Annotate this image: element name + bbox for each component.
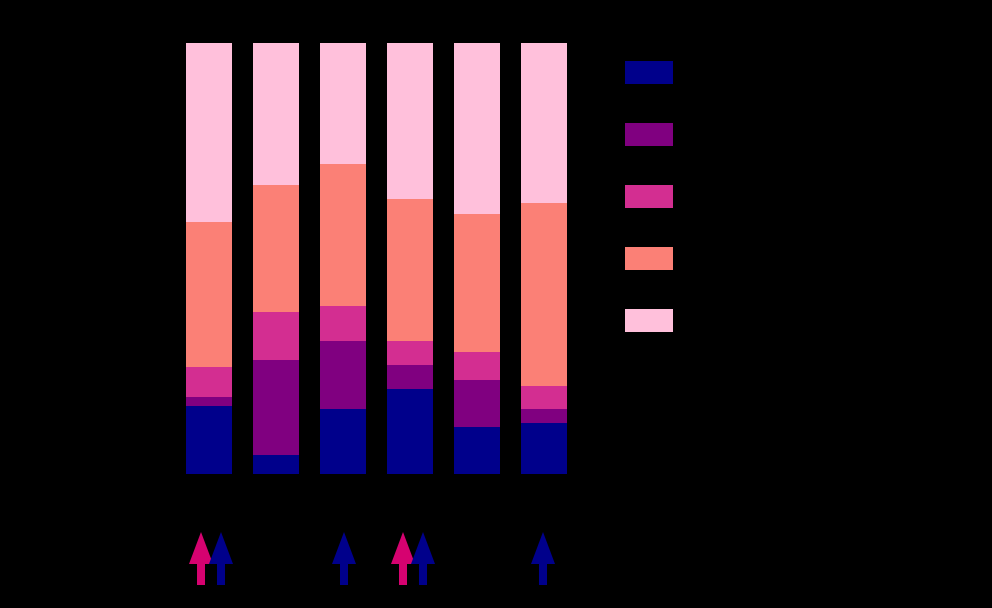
bar-2-purple-segment (253, 360, 299, 455)
bar-6 (521, 43, 567, 474)
bar-4-magenta-segment (387, 340, 433, 366)
navy-arrow-bar-6 (531, 532, 556, 585)
bar-3-salmon-segment (320, 163, 366, 307)
arrow-stem (539, 564, 547, 585)
bar-5-pink-segment (454, 43, 500, 215)
bar-5-navy-segment (454, 427, 500, 474)
bar-6-magenta-segment (521, 386, 567, 410)
bar-1-purple-segment (186, 397, 232, 407)
arrow-head-icon (531, 532, 555, 564)
bar-4-purple-segment (387, 365, 433, 390)
bar-5-purple-segment (454, 380, 500, 428)
bar-4-navy-segment (387, 389, 433, 474)
bar-4-pink-segment (387, 43, 433, 200)
bar-2 (253, 43, 299, 474)
bar-1-pink-segment (186, 43, 232, 223)
bar-4-salmon-segment (387, 199, 433, 341)
bar-3-magenta-segment (320, 306, 366, 342)
legend-navy-swatch (625, 61, 673, 84)
bar-1-magenta-segment (186, 367, 232, 398)
bar-3-purple-segment (320, 341, 366, 409)
bar-5-magenta-segment (454, 352, 500, 381)
bar-6-pink-segment (521, 43, 567, 204)
bar-5-salmon-segment (454, 214, 500, 353)
bar-3-navy-segment (320, 408, 366, 474)
bar-2-navy-segment (253, 454, 299, 474)
arrow-head-icon (411, 532, 435, 564)
bar-4 (387, 43, 433, 474)
arrow-stem (217, 564, 225, 585)
bar-1 (186, 43, 232, 474)
arrow-head-icon (209, 532, 233, 564)
navy-arrow-bar-4 (411, 532, 436, 585)
bar-6-salmon-segment (521, 203, 567, 387)
arrow-stem (197, 564, 205, 585)
arrow-stem (399, 564, 407, 585)
legend (625, 61, 673, 371)
legend-magenta-swatch (625, 185, 673, 208)
navy-arrow-bar-3 (332, 532, 357, 585)
legend-purple-swatch (625, 123, 673, 146)
bar-2-magenta-segment (253, 311, 299, 361)
bar-3 (320, 43, 366, 474)
bar-group (186, 43, 567, 474)
legend-pink-swatch (625, 309, 673, 332)
bar-1-navy-segment (186, 406, 232, 474)
bar-1-salmon-segment (186, 222, 232, 368)
bar-2-salmon-segment (253, 185, 299, 312)
arrow-stem (419, 564, 427, 585)
arrow-stem (340, 564, 348, 585)
navy-arrow-bar-1 (209, 532, 234, 585)
bar-6-navy-segment (521, 423, 567, 474)
bar-3-pink-segment (320, 43, 366, 164)
arrow-head-icon (332, 532, 356, 564)
bar-6-purple-segment (521, 409, 567, 424)
bar-2-pink-segment (253, 43, 299, 186)
bar-5 (454, 43, 500, 474)
legend-salmon-swatch (625, 247, 673, 270)
